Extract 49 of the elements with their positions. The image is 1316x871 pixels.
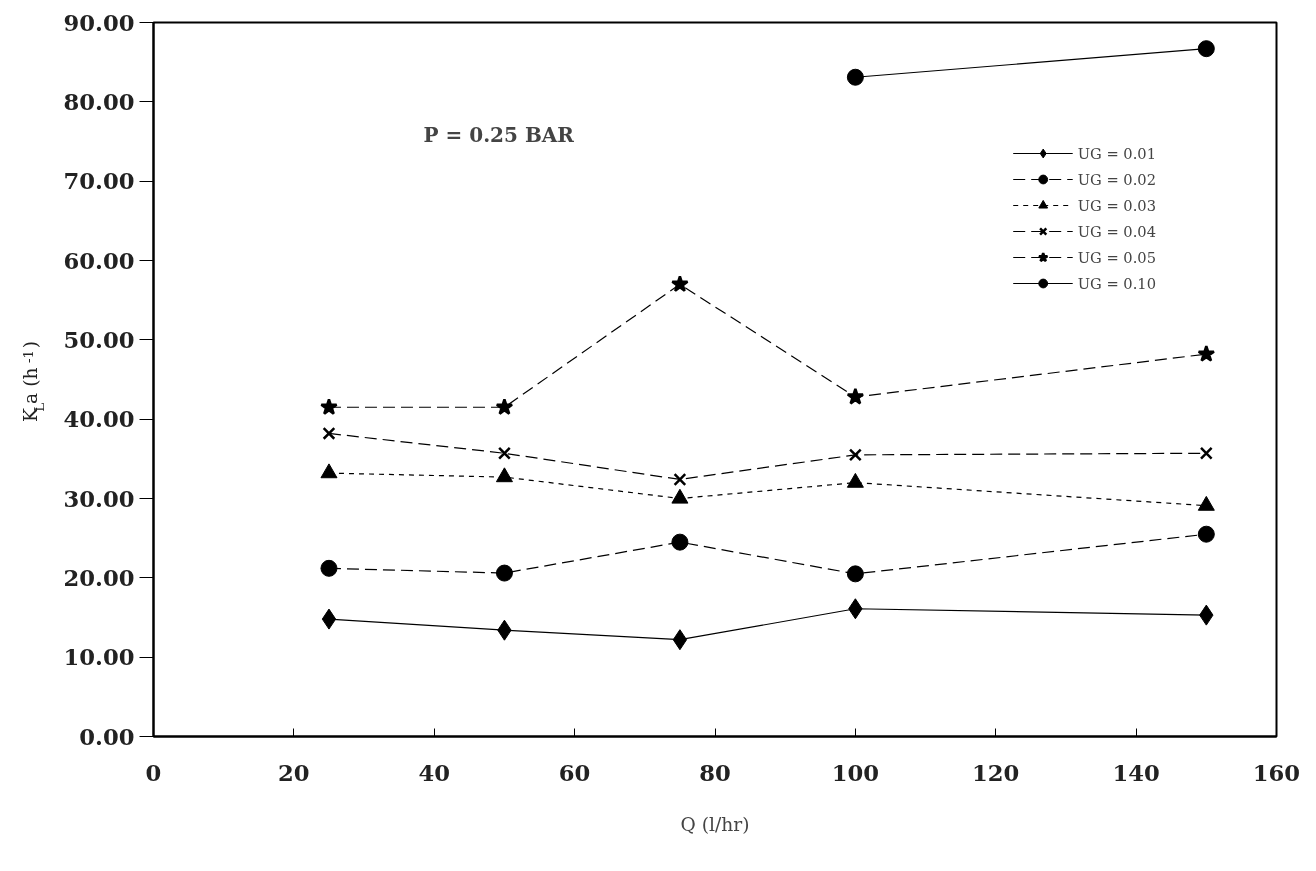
x-tick-label: 120 xyxy=(972,759,1020,786)
y-tick-label: 40.00 xyxy=(63,406,135,433)
x-tick-label: 20 xyxy=(278,759,310,786)
legend-label: UG = 0.04 xyxy=(1077,222,1156,240)
legend-label: UG = 0.02 xyxy=(1077,170,1156,188)
point xyxy=(846,565,864,583)
point xyxy=(673,472,687,487)
annotation: P = 0.25 BAR xyxy=(423,122,575,147)
y-tick-label: 50.00 xyxy=(63,326,135,353)
point xyxy=(320,463,338,479)
point xyxy=(671,275,689,293)
y-tick-label: 0.00 xyxy=(79,723,135,750)
point xyxy=(1197,344,1216,362)
point xyxy=(495,398,514,415)
point xyxy=(497,446,511,460)
point xyxy=(846,387,865,405)
point xyxy=(846,68,864,86)
point xyxy=(848,448,862,462)
y-tick-label: 10.00 xyxy=(63,644,135,671)
point xyxy=(1197,40,1215,58)
x-tick-label: 140 xyxy=(1112,759,1160,786)
point xyxy=(322,426,336,440)
legend-label: UG = 0.01 xyxy=(1077,144,1156,162)
y-tick-label: 30.00 xyxy=(63,485,135,512)
y-tick-label: 20.00 xyxy=(63,564,135,591)
legend-label: UG = 0.10 xyxy=(1077,274,1156,292)
y-tick-label: 80.00 xyxy=(63,88,135,115)
point xyxy=(321,608,337,630)
x-tick-label: 40 xyxy=(418,759,451,786)
point xyxy=(320,398,338,415)
point xyxy=(1197,525,1215,543)
y-axis-title: KLa (h-1) xyxy=(19,340,47,422)
x-tick-label: 60 xyxy=(558,759,591,786)
x-axis-title: Q (l/hr) xyxy=(680,813,750,835)
point xyxy=(672,629,688,651)
point xyxy=(1199,446,1213,460)
y-tick-label: 70.00 xyxy=(63,168,135,195)
point xyxy=(671,533,689,551)
y-tick-label: 90.00 xyxy=(63,9,135,36)
x-tick-label: 160 xyxy=(1252,759,1301,786)
y-tick-label: 60.00 xyxy=(63,247,135,274)
legend-label: UG = 0.05 xyxy=(1077,248,1156,266)
x-tick-label: 100 xyxy=(831,759,880,786)
point xyxy=(495,467,513,483)
x-tick-label: 80 xyxy=(699,759,731,786)
legend-label: UG = 0.03 xyxy=(1077,196,1156,214)
x-tick-label: 0 xyxy=(145,759,162,786)
point xyxy=(495,564,513,582)
point xyxy=(320,559,338,577)
